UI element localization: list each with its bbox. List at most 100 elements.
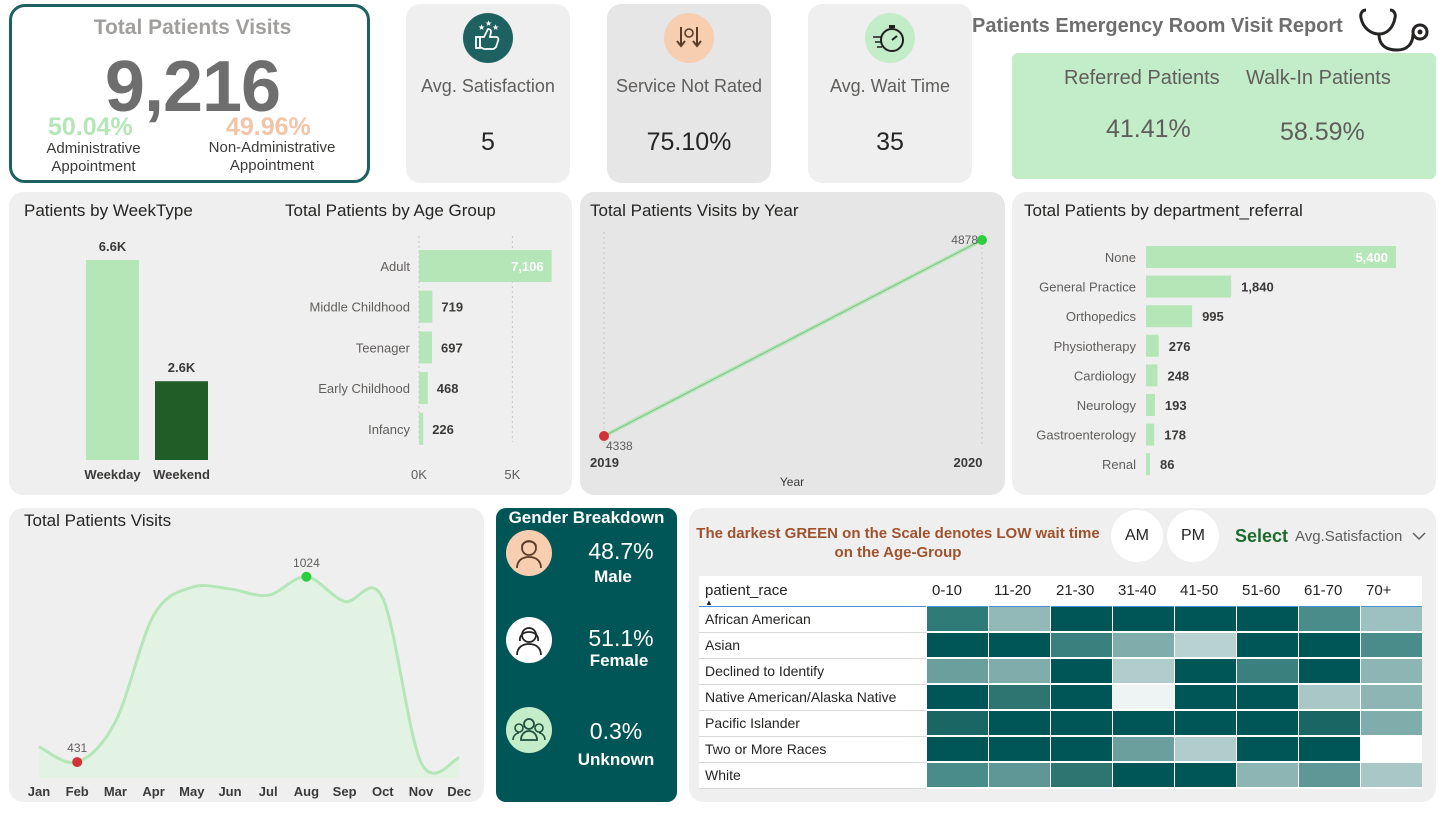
heatmap-cell[interactable] — [987, 736, 1050, 763]
table-row[interactable]: Two or More Races — [699, 736, 1422, 763]
heatmap-cell[interactable] — [987, 762, 1050, 789]
column-header-age[interactable]: 11-20 — [994, 582, 1032, 600]
heatmap-cell[interactable] — [925, 736, 988, 763]
column-header-age[interactable]: 51-60 — [1242, 582, 1281, 600]
department-bar[interactable] — [1146, 275, 1232, 298]
department-bar[interactable] — [1146, 364, 1158, 387]
department-bar[interactable] — [1146, 423, 1155, 446]
heatmap-cell[interactable] — [1297, 606, 1360, 633]
heatmap-cell[interactable] — [987, 684, 1050, 711]
heatmap-cell[interactable] — [1359, 710, 1422, 737]
heatmap-cell[interactable] — [1359, 606, 1422, 633]
column-header-age[interactable]: 0-10 — [932, 582, 963, 600]
department-bar[interactable] — [1146, 453, 1150, 476]
heatmap-cell[interactable] — [1297, 658, 1360, 685]
heatmap-cell[interactable] — [1111, 762, 1174, 789]
column-header-race[interactable]: patient_race ▲ — [705, 582, 788, 607]
heatmap-cell[interactable] — [1235, 684, 1298, 711]
heatmap-cell[interactable] — [1111, 632, 1174, 659]
heatmap-cell[interactable] — [1111, 606, 1174, 633]
weektype-bar[interactable] — [86, 260, 139, 460]
report-title: Patients Emergency Room Visit Report — [972, 15, 1343, 37]
heatmap-cell[interactable] — [1049, 606, 1112, 633]
heatmap-cell[interactable] — [1297, 632, 1360, 659]
table-row[interactable]: Native American/Alaska Native — [699, 684, 1422, 711]
column-header-age[interactable]: 21-30 — [1056, 582, 1095, 600]
month-point[interactable] — [301, 571, 312, 582]
age-bar[interactable] — [419, 250, 552, 282]
heatmap-cell[interactable] — [1359, 762, 1422, 789]
heatmap-cell[interactable] — [1235, 658, 1298, 685]
heatmap-cell[interactable] — [987, 658, 1050, 685]
heatmap-cell[interactable] — [1173, 606, 1236, 633]
heatmap-cell[interactable] — [1235, 736, 1298, 763]
heatmap-cell[interactable] — [1111, 684, 1174, 711]
table-row[interactable]: Pacific Islander — [699, 710, 1422, 737]
heatmap-cell[interactable] — [1173, 762, 1236, 789]
column-header-age[interactable]: 70+ — [1366, 582, 1392, 600]
heatmap-cell[interactable] — [1359, 658, 1422, 685]
by-year-title: Total Patients Visits by Year — [590, 201, 799, 220]
weektype-bar[interactable] — [155, 381, 208, 460]
heatmap-cell[interactable] — [1235, 762, 1298, 789]
heatmap-cell[interactable] — [987, 710, 1050, 737]
table-row[interactable]: Declined to Identify — [699, 658, 1422, 685]
group-icon — [506, 707, 552, 753]
age-group-title: Total Patients by Age Group — [285, 201, 496, 220]
month-point[interactable] — [72, 757, 83, 768]
heatmap-cell[interactable] — [1049, 710, 1112, 737]
department-bar[interactable] — [1146, 394, 1155, 416]
column-header-age[interactable]: 31-40 — [1118, 582, 1157, 600]
heatmap-cell[interactable] — [1173, 658, 1236, 685]
am-button[interactable]: AM — [1111, 510, 1163, 562]
heatmap-cell[interactable] — [925, 606, 988, 633]
heatmap-cell[interactable] — [1111, 658, 1174, 685]
department-bar[interactable] — [1146, 246, 1396, 268]
heatmap-cell[interactable] — [1297, 684, 1360, 711]
department-data-label: 248 — [1167, 368, 1189, 383]
heatmap-cell[interactable] — [1173, 684, 1236, 711]
heatmap-cell[interactable] — [1049, 762, 1112, 789]
heatmap-cell[interactable] — [1049, 632, 1112, 659]
heatmap-cell[interactable] — [925, 710, 988, 737]
pm-button[interactable]: PM — [1167, 510, 1219, 562]
heatmap-cell[interactable] — [1297, 762, 1360, 789]
heatmap-cell[interactable] — [1049, 658, 1112, 685]
department-bar[interactable] — [1146, 305, 1193, 328]
heatmap-cell[interactable] — [1111, 710, 1174, 737]
age-bar[interactable] — [419, 331, 433, 364]
column-header-age[interactable]: 41-50 — [1180, 582, 1219, 600]
heatmap-cell[interactable] — [1173, 736, 1236, 763]
heatmap-cell[interactable] — [1173, 710, 1236, 737]
heatmap-cell[interactable] — [1049, 736, 1112, 763]
table-row[interactable]: Asian — [699, 632, 1422, 659]
heatmap-cell[interactable] — [1359, 684, 1422, 711]
month-tick-label: Aug — [294, 784, 319, 799]
heatmap-cell[interactable] — [1111, 736, 1174, 763]
heatmap-cell[interactable] — [925, 762, 988, 789]
heatmap-cell[interactable] — [1297, 710, 1360, 737]
heatmap-cell[interactable] — [1235, 632, 1298, 659]
age-bar[interactable] — [419, 372, 428, 405]
department-bar[interactable] — [1146, 334, 1159, 357]
heatmap-cell[interactable] — [1235, 606, 1298, 633]
heatmap-cell[interactable] — [1359, 736, 1422, 763]
heatmap-cell[interactable] — [925, 658, 988, 685]
metric-dropdown[interactable]: Avg.Satisfaction — [1295, 528, 1426, 545]
heatmap-cell[interactable] — [1049, 684, 1112, 711]
heatmap-cell[interactable] — [1173, 632, 1236, 659]
year-point[interactable] — [599, 431, 609, 441]
table-row[interactable]: White — [699, 762, 1422, 789]
heatmap-cell[interactable] — [987, 632, 1050, 659]
heatmap-cell[interactable] — [1297, 736, 1360, 763]
table-row[interactable]: African American — [699, 606, 1422, 633]
heatmap-cell[interactable] — [987, 606, 1050, 633]
age-bar[interactable] — [419, 412, 424, 445]
heatmap-cell[interactable] — [1359, 632, 1422, 659]
heatmap-cell[interactable] — [1235, 710, 1298, 737]
heatmap-cell[interactable] — [925, 684, 988, 711]
column-header-age[interactable]: 61-70 — [1304, 582, 1343, 600]
year-point[interactable] — [977, 235, 987, 245]
age-bar[interactable] — [419, 290, 433, 323]
heatmap-cell[interactable] — [925, 632, 988, 659]
